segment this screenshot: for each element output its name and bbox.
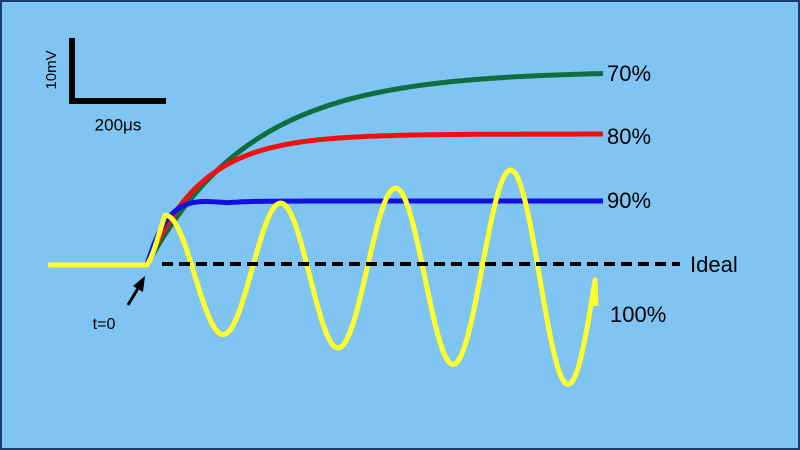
trace-label: 90% [607, 188, 651, 213]
ideal-label: Ideal [690, 252, 738, 277]
marker-arrowhead [133, 276, 145, 292]
trace-label: 80% [607, 124, 651, 149]
trace-label: 70% [607, 61, 651, 86]
time-scale-label: 200μs [95, 115, 142, 134]
voltage-scale-label: 10mV [43, 50, 60, 89]
marker-label: t=0 [93, 316, 116, 333]
trace-label: 100% [610, 302, 666, 327]
trace [48, 167, 599, 387]
traces [48, 71, 604, 387]
scale-bar [69, 38, 166, 104]
trace [144, 131, 603, 266]
